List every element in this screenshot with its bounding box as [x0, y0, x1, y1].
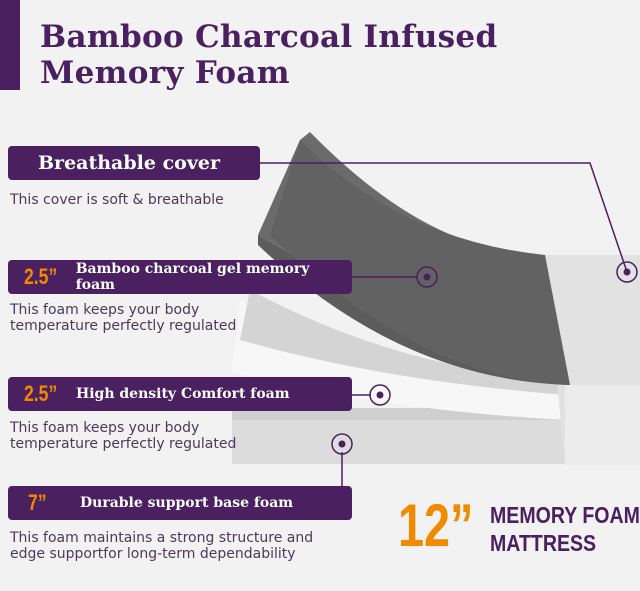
layer-title: Breathable cover [38, 152, 220, 174]
layer-description: temperature perfectly regulated [10, 436, 237, 452]
layer-title: Durable support base foam [80, 495, 294, 511]
base-foam-layer [232, 420, 565, 464]
layer-description: temperature perfectly regulated [10, 318, 237, 334]
page-title-line1: Bamboo Charcoal Infused [40, 19, 498, 55]
title-accent-bar [0, 0, 20, 90]
layer-thickness: 2.5” [24, 381, 58, 406]
layer-thickness: 7” [28, 490, 47, 515]
layer-description: This cover is soft & breathable [10, 192, 224, 208]
layer-title: High density Comfort foam [76, 386, 290, 402]
layer-label-memory-foam: 2.5” Bamboo charcoal gel memory foam [8, 260, 352, 294]
layer-description: This foam maintains a strong structure a… [10, 530, 314, 546]
leader-dots [338, 268, 631, 448]
layer-description: edge supportfor long-term dependability [10, 546, 296, 562]
layer-description: This foam keeps your body [10, 420, 200, 436]
layer-label-base-foam: 7” Durable support base foam [8, 486, 352, 520]
layer-thickness: 2.5” [24, 264, 58, 289]
badge-line1: MEMORY FOAM [490, 502, 640, 528]
badge-line2: MATTRESS [490, 530, 597, 556]
layer-description: This foam keeps your body [10, 302, 200, 318]
page-title-line2: Memory Foam [40, 55, 290, 91]
layer-label-cover: Breathable cover [8, 146, 260, 180]
layer-title: Bamboo charcoal gel memory foam [75, 261, 310, 293]
layer-label-comfort-foam: 2.5” High density Comfort foam [8, 377, 352, 411]
mattress-size: 12” [398, 492, 474, 559]
leader-lines [260, 162, 638, 486]
